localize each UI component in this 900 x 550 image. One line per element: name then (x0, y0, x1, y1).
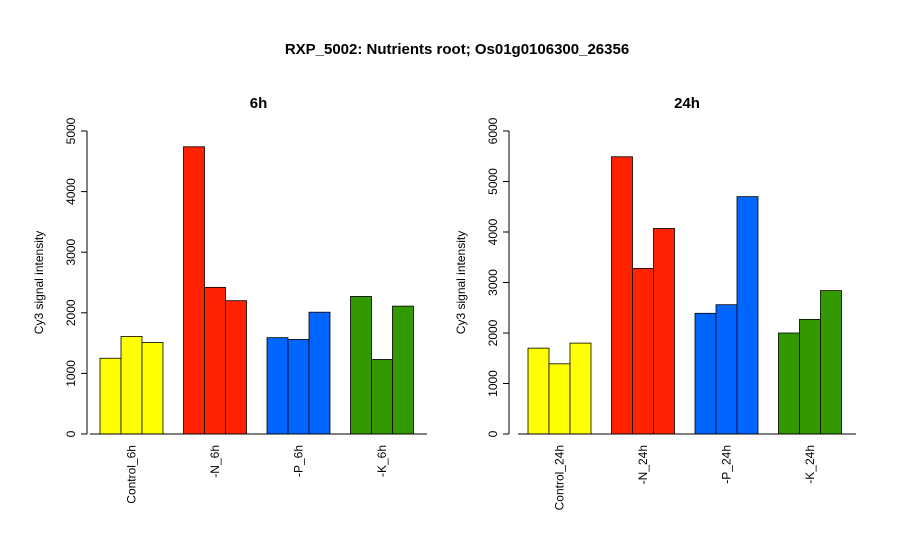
y-tick-label: 2000 (64, 299, 78, 326)
bar--N_24h-1 (611, 156, 633, 435)
x-tick-label: -P_6h (292, 445, 306, 477)
bar-Control_24h-3 (569, 342, 592, 435)
bar--N_24h-3 (653, 228, 675, 435)
bar--K_6h-3 (392, 305, 414, 435)
y-tick-label: 1000 (64, 360, 78, 387)
bar--P_24h-2 (715, 304, 738, 435)
chart-panel-2: 24h Control_24h -N_24h -P_24h -K_24h 0 1000 200… (454, 95, 856, 510)
bar--K_6h-1 (350, 296, 372, 435)
panel-title: 6h (250, 95, 268, 112)
x-tick-label: Control_6h (125, 445, 139, 504)
bar-Control_6h-2 (120, 336, 143, 435)
bar--P_24h-1 (694, 312, 717, 435)
chart-panel-1: 6h Control_6h -N_6h -P_6h -K_6h 0 1000 2000 3000… (32, 95, 427, 504)
bar--P_6h-1 (266, 337, 289, 435)
bar--K_24h-2 (799, 318, 821, 435)
x-tick-label: Control_24h (553, 445, 567, 510)
y-tick-label: 1000 (486, 370, 500, 397)
bar--N_6h-2 (204, 286, 226, 435)
bar-Control_24h-2 (548, 363, 571, 435)
y-tick-label: 5000 (64, 117, 78, 144)
x-tick-label: -P_24h (720, 445, 734, 484)
figure-title: RXP_5002: Nutrients root; Os01g0106300_2… (285, 41, 629, 58)
bar-Control_24h-1 (527, 347, 550, 435)
y-tick-label: 2000 (486, 319, 500, 346)
y-tick-label: 0 (486, 430, 500, 437)
bar-Control_6h-1 (99, 357, 122, 435)
panel-title: 24h (674, 95, 700, 112)
y-axis-label: Cy3 signal intensity (32, 231, 46, 334)
bar--K_24h-3 (820, 290, 842, 435)
y-tick-label: 5000 (486, 168, 500, 195)
bar--N_6h-3 (225, 300, 247, 435)
bar--K_24h-1 (778, 332, 800, 435)
y-tick-label: 0 (64, 430, 78, 437)
bar--P_6h-3 (308, 311, 331, 435)
x-tick-label: -K_24h (803, 445, 817, 484)
y-tick-label: 3000 (64, 239, 78, 266)
x-tick-label: -N_6h (208, 445, 222, 478)
y-tick-label: 3000 (486, 269, 500, 296)
bar--N_6h-1 (183, 146, 205, 435)
y-axis-label: Cy3 signal intensity (454, 231, 468, 334)
bar--N_24h-2 (632, 267, 654, 435)
x-tick-label: -N_24h (636, 445, 650, 484)
y-tick-label: 6000 (486, 117, 500, 144)
chart-panels: 6h Control_6h -N_6h -P_6h -K_6h 0 1000 2000 3000… (32, 95, 856, 510)
x-tick-label: -K_6h (375, 445, 389, 477)
y-tick-label: 4000 (64, 178, 78, 205)
bar-Control_6h-3 (141, 342, 164, 435)
bar--P_6h-2 (287, 339, 310, 435)
bar--K_6h-2 (371, 359, 393, 435)
bar--P_24h-3 (736, 196, 759, 435)
y-tick-label: 4000 (486, 218, 500, 245)
